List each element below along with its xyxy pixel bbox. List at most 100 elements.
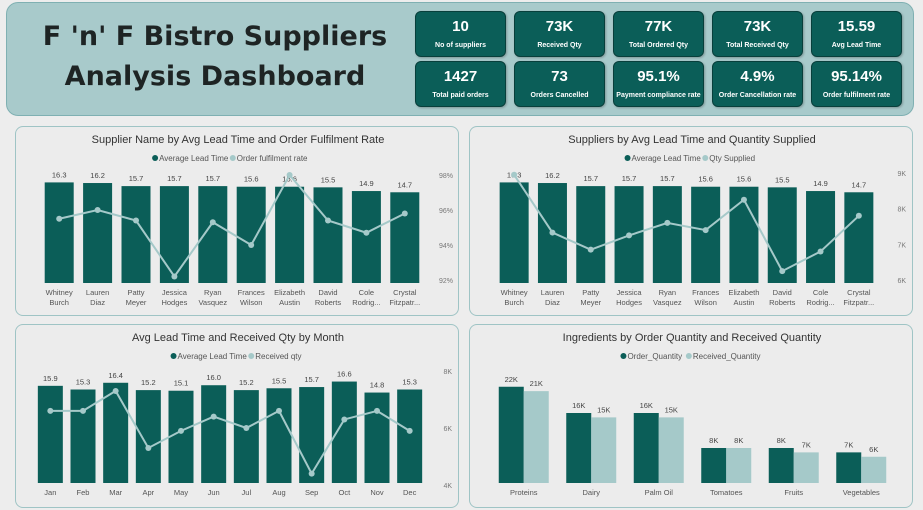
kpi-card-total-paid-orders[interactable]: 1427 Total paid orders bbox=[415, 61, 506, 107]
bar bbox=[44, 182, 74, 283]
line-point bbox=[511, 171, 518, 178]
chart-panel-supplier-qty[interactable]: Suppliers by Avg Lead Time and Quantity … bbox=[469, 126, 913, 316]
bar bbox=[135, 390, 161, 483]
data-label: 15.7 bbox=[167, 174, 182, 183]
legend-marker bbox=[229, 155, 236, 161]
chart-supplier-lead-time-qty: Suppliers by Avg Lead Time and Quantity … bbox=[499, 134, 906, 307]
line-point bbox=[626, 232, 633, 239]
kpi-card-received-qty[interactable]: 73K Received Qty bbox=[514, 11, 605, 57]
kpi-card-orders-cancelled[interactable]: 73 Orders Cancelled bbox=[514, 61, 605, 107]
legend-marker bbox=[685, 353, 692, 359]
axis-tick-label: 8K bbox=[443, 369, 452, 376]
line-point bbox=[276, 407, 282, 414]
x-tick-label: Rodrig... bbox=[806, 298, 834, 307]
bar bbox=[861, 456, 887, 483]
bar bbox=[37, 385, 63, 483]
x-tick-label: Ryan bbox=[204, 288, 222, 297]
x-tick-label: Roberts bbox=[769, 298, 796, 307]
kpi-card-fulfilment-rate[interactable]: 95.14% Order fulfilment rate bbox=[811, 61, 902, 107]
axis-tick-label: 8K bbox=[897, 207, 906, 214]
data-label: 15.7 bbox=[622, 174, 637, 183]
axis-tick-label: 6K bbox=[443, 426, 452, 433]
kpi-card-suppliers[interactable]: 10 No of suppliers bbox=[415, 11, 506, 57]
kpi-label: Total Received Qty bbox=[726, 42, 789, 49]
kpi-label: Order fulfilment rate bbox=[822, 92, 891, 99]
kpi-card-avg-lead-time[interactable]: 15.59 Avg Lead Time bbox=[811, 11, 902, 57]
kpi-card-cancellation-rate[interactable]: 4.9% Order Cancellation rate bbox=[712, 61, 803, 107]
data-label: 15K bbox=[597, 405, 610, 414]
line-point bbox=[401, 210, 408, 217]
x-tick-label: Cole bbox=[813, 288, 828, 297]
x-tick-label: Vegetables bbox=[843, 488, 880, 497]
bar bbox=[793, 452, 819, 483]
x-tick-label: Hodges bbox=[161, 298, 187, 307]
line-point bbox=[80, 407, 86, 414]
x-tick-label: Aug bbox=[272, 488, 285, 497]
legend-marker bbox=[624, 155, 631, 161]
line-point bbox=[549, 229, 556, 236]
line-point bbox=[286, 172, 293, 178]
x-tick-label: Proteins bbox=[510, 488, 538, 497]
bar bbox=[103, 382, 129, 483]
data-label: 15.5 bbox=[775, 175, 790, 184]
legend-label: Average Lead Time bbox=[159, 154, 229, 163]
x-tick-label: Oct bbox=[338, 488, 351, 497]
chart-panel-ingredients[interactable]: Ingredients by Order Quantity and Receiv… bbox=[469, 324, 913, 508]
x-tick-label: Elizabeth bbox=[729, 288, 760, 297]
chart-panel-monthly[interactable]: Avg Lead Time and Received Qty by Month A… bbox=[15, 324, 459, 508]
axis-tick-label: 98% bbox=[439, 173, 453, 180]
bar bbox=[159, 186, 189, 283]
title-line-1: F 'n' F Bistro Suppliers bbox=[42, 21, 388, 52]
kpi-label: Avg Lead Time bbox=[831, 42, 882, 49]
data-label: 15.7 bbox=[129, 174, 144, 183]
kpi-card-total-ordered-qty[interactable]: 77K Total Ordered Qty bbox=[613, 11, 704, 57]
x-tick-label: Sep bbox=[305, 488, 318, 497]
line-point bbox=[171, 273, 178, 280]
kpi-card-payment-compliance[interactable]: 95.1% Payment compliance rate bbox=[613, 61, 704, 107]
bar bbox=[313, 187, 343, 283]
kpi-card-total-received-qty[interactable]: 73K Total Received Qty bbox=[712, 11, 803, 57]
data-label: 15.2 bbox=[141, 378, 156, 387]
legend-marker bbox=[702, 155, 709, 161]
x-tick-label: Fruits bbox=[784, 488, 803, 497]
data-label: 7K bbox=[802, 440, 811, 449]
kpi-label: Total Ordered Qty bbox=[629, 42, 688, 49]
x-tick-label: Frances bbox=[238, 288, 265, 297]
line-point bbox=[406, 427, 413, 434]
data-label: 15.7 bbox=[205, 174, 220, 183]
x-tick-label: Dairy bbox=[582, 488, 600, 497]
x-tick-label: Roberts bbox=[315, 298, 342, 307]
line-point bbox=[779, 268, 786, 275]
kpi-value: 95.14% bbox=[831, 68, 882, 85]
x-tick-label: Crystal bbox=[393, 288, 417, 297]
kpi-label: Order Cancellation rate bbox=[718, 92, 797, 99]
bar bbox=[844, 192, 874, 283]
bar bbox=[633, 413, 659, 483]
x-tick-label: Diaz bbox=[545, 298, 560, 307]
chart-title: Suppliers by Avg Lead Time and Quantity … bbox=[568, 134, 815, 146]
legend-label: Received qty bbox=[255, 352, 301, 361]
x-tick-label: Palm Oil bbox=[645, 488, 674, 497]
bar bbox=[498, 386, 524, 483]
x-tick-label: Wilson bbox=[240, 298, 263, 307]
data-label: 21K bbox=[530, 379, 543, 388]
x-tick-label: Apr bbox=[142, 488, 154, 497]
line-point bbox=[587, 246, 594, 253]
chart-panel-supplier-fulfilment[interactable]: Supplier Name by Avg Lead Time and Order… bbox=[15, 126, 459, 316]
line-point bbox=[855, 212, 862, 219]
bar bbox=[397, 389, 423, 483]
bar bbox=[351, 191, 381, 283]
bar bbox=[390, 192, 420, 283]
axis-tick-label: 96% bbox=[439, 208, 453, 215]
data-label: 8K bbox=[777, 436, 786, 445]
x-tick-label: Jan bbox=[44, 488, 56, 497]
kpi-label: No of suppliers bbox=[435, 42, 486, 49]
x-tick-label: David bbox=[318, 288, 337, 297]
data-label: 16.0 bbox=[206, 373, 221, 382]
bar bbox=[768, 448, 794, 483]
x-tick-label: Patty bbox=[127, 288, 144, 297]
bar bbox=[523, 391, 549, 483]
title-line-2: Analysis Dashboard bbox=[64, 61, 366, 92]
bar bbox=[201, 385, 227, 483]
kpi-value: 95.1% bbox=[637, 68, 680, 85]
